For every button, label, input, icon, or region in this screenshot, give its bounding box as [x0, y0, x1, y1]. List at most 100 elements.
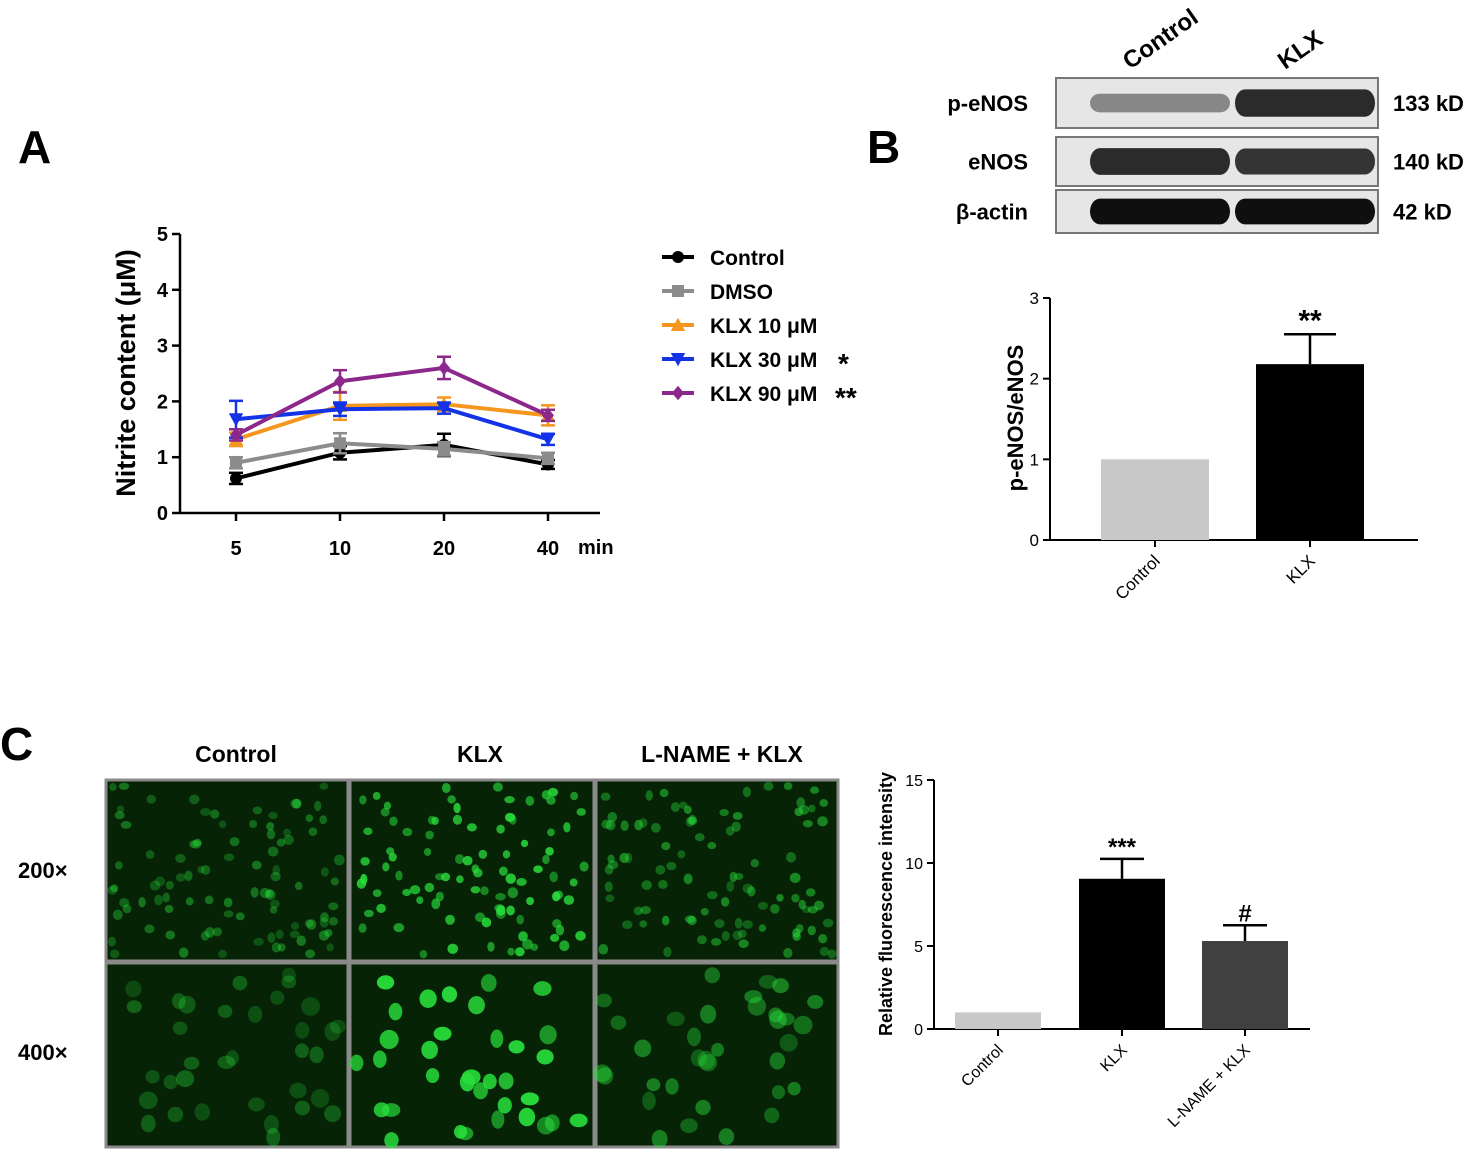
fluorescent-cell [792, 928, 801, 938]
fluorescent-cell [579, 861, 589, 872]
fluorescent-cell [758, 974, 778, 989]
fluorescent-cell [251, 860, 262, 870]
fluorescent-cell [218, 820, 227, 829]
fluorescent-cell [112, 909, 123, 920]
chart-c-bar [1202, 941, 1288, 1029]
blot-protein-label: β-actin [956, 200, 1028, 225]
blot-size-label: 140 kD [1393, 150, 1464, 175]
micrograph-frame [594, 961, 840, 1149]
fluorescent-cell [456, 875, 464, 884]
fluorescent-cell [498, 866, 508, 876]
fluorescent-cell [592, 1064, 612, 1083]
fluorescent-cell [289, 1082, 307, 1099]
fluorescent-cell [770, 903, 780, 914]
fluorescent-cell [763, 781, 774, 791]
fluorescent-cell [210, 809, 220, 819]
fluorescent-cell [491, 1110, 505, 1129]
fluorescent-cell [364, 909, 374, 918]
fluorescent-cell [125, 980, 142, 998]
chart-a-legend: Control DMSO KLX 10 μM KLX 30 μM * KLX 90 μM *… [662, 247, 857, 413]
fluorescent-cell [695, 1099, 711, 1116]
chart-c-y-tick-label: 0 [914, 1022, 923, 1039]
fluorescent-cell [318, 930, 330, 941]
micrograph-row-label: 200× [18, 858, 68, 883]
fluorescent-cell [520, 1092, 539, 1106]
fluorescent-cell [402, 888, 412, 897]
panel-label-a: A [18, 121, 51, 173]
fluorescent-cell [433, 1026, 452, 1041]
fluorescent-cell [265, 889, 276, 901]
micrograph-frame [104, 961, 350, 1149]
fluorescent-cell [212, 927, 223, 937]
fluorescent-cell [379, 1029, 399, 1050]
fluorescent-cell [319, 782, 329, 790]
chart-b-y-tick-label: 3 [1030, 289, 1039, 308]
fluorescent-cell [605, 819, 616, 831]
fluorescent-cell [218, 949, 227, 959]
fluorescent-cell [595, 993, 612, 1008]
fluorescent-cell [281, 975, 297, 989]
fluorescent-cell [421, 1040, 438, 1060]
fluorescent-cell [193, 838, 202, 847]
micrograph-column-label: KLX [457, 741, 504, 767]
legend-label: DMSO [710, 281, 773, 304]
fluorescent-cell [563, 822, 571, 833]
fluorescence-micrographs: Control KLX L-NAME + KLX 200× 400× [18, 741, 840, 1149]
fluorescent-cell [480, 886, 489, 896]
fluorescent-cell [248, 1097, 265, 1112]
fluorescent-cell [383, 801, 392, 810]
fluorescent-cell [269, 899, 280, 909]
fluorescent-cell [651, 1129, 668, 1148]
legend-marker [672, 285, 684, 297]
fluorescent-cell [684, 915, 696, 923]
chart-a-series-line [235, 441, 549, 465]
fluorescent-cell [425, 1068, 440, 1084]
fluorescent-cell [747, 886, 756, 897]
chart-c-y-axis-label: Relative fluorescence intensity [876, 772, 896, 1036]
fluorescent-cell [223, 910, 234, 918]
fluorescent-cell [645, 790, 653, 801]
fluorescent-cell [165, 930, 176, 940]
fluorescent-cell [542, 854, 550, 865]
fluorescent-cell [711, 938, 722, 946]
fluorescent-cell [319, 917, 329, 928]
chart-a-y-tick-label: 4 [157, 280, 169, 302]
fluorescent-cell [742, 786, 751, 798]
panel-label-c: C [0, 718, 33, 770]
fluorescent-cell [764, 1107, 780, 1124]
fluorescent-cell [605, 894, 615, 903]
fluorescent-cell [184, 870, 193, 882]
fluorescent-cell [223, 853, 235, 861]
fluorescent-cell [769, 1052, 786, 1070]
fluorescent-cell [640, 906, 652, 915]
blot-size-label: 42 kD [1393, 200, 1452, 225]
fluorescent-cell [776, 893, 784, 902]
fluorescent-cell [742, 883, 754, 894]
fluorescent-cell [114, 811, 125, 820]
fluorescent-cell [372, 889, 382, 897]
fluorescent-cell [619, 852, 630, 864]
fluorescent-cell [620, 820, 629, 832]
chart-a-x-tick-label: 10 [329, 538, 351, 560]
fluorescent-cell [772, 978, 789, 994]
fluorescent-cell [569, 1113, 588, 1128]
fluorescent-cell [393, 923, 405, 933]
fluorescent-cell [732, 930, 743, 941]
fluorescent-cell [466, 823, 477, 832]
fluorescent-cell [545, 847, 554, 856]
fluorescent-cell [807, 995, 824, 1009]
chart-a-point [436, 402, 452, 416]
fluorescent-cell [522, 939, 533, 950]
fluorescent-cell [270, 871, 281, 882]
fluorescent-cell [508, 1040, 525, 1054]
fluorescent-cell [634, 1039, 652, 1058]
fluorescent-cell [791, 893, 800, 903]
chart-a-series-line [235, 442, 549, 481]
fluorescent-cell [146, 794, 156, 804]
fluorescent-cell [798, 899, 807, 910]
fluorescent-cell [536, 1049, 554, 1065]
chart-b-y-tick-label: 1 [1030, 450, 1039, 469]
fluorescent-cell [655, 865, 666, 875]
micrograph-row-label: 400× [18, 1040, 68, 1065]
fluorescent-cell [787, 1081, 801, 1096]
